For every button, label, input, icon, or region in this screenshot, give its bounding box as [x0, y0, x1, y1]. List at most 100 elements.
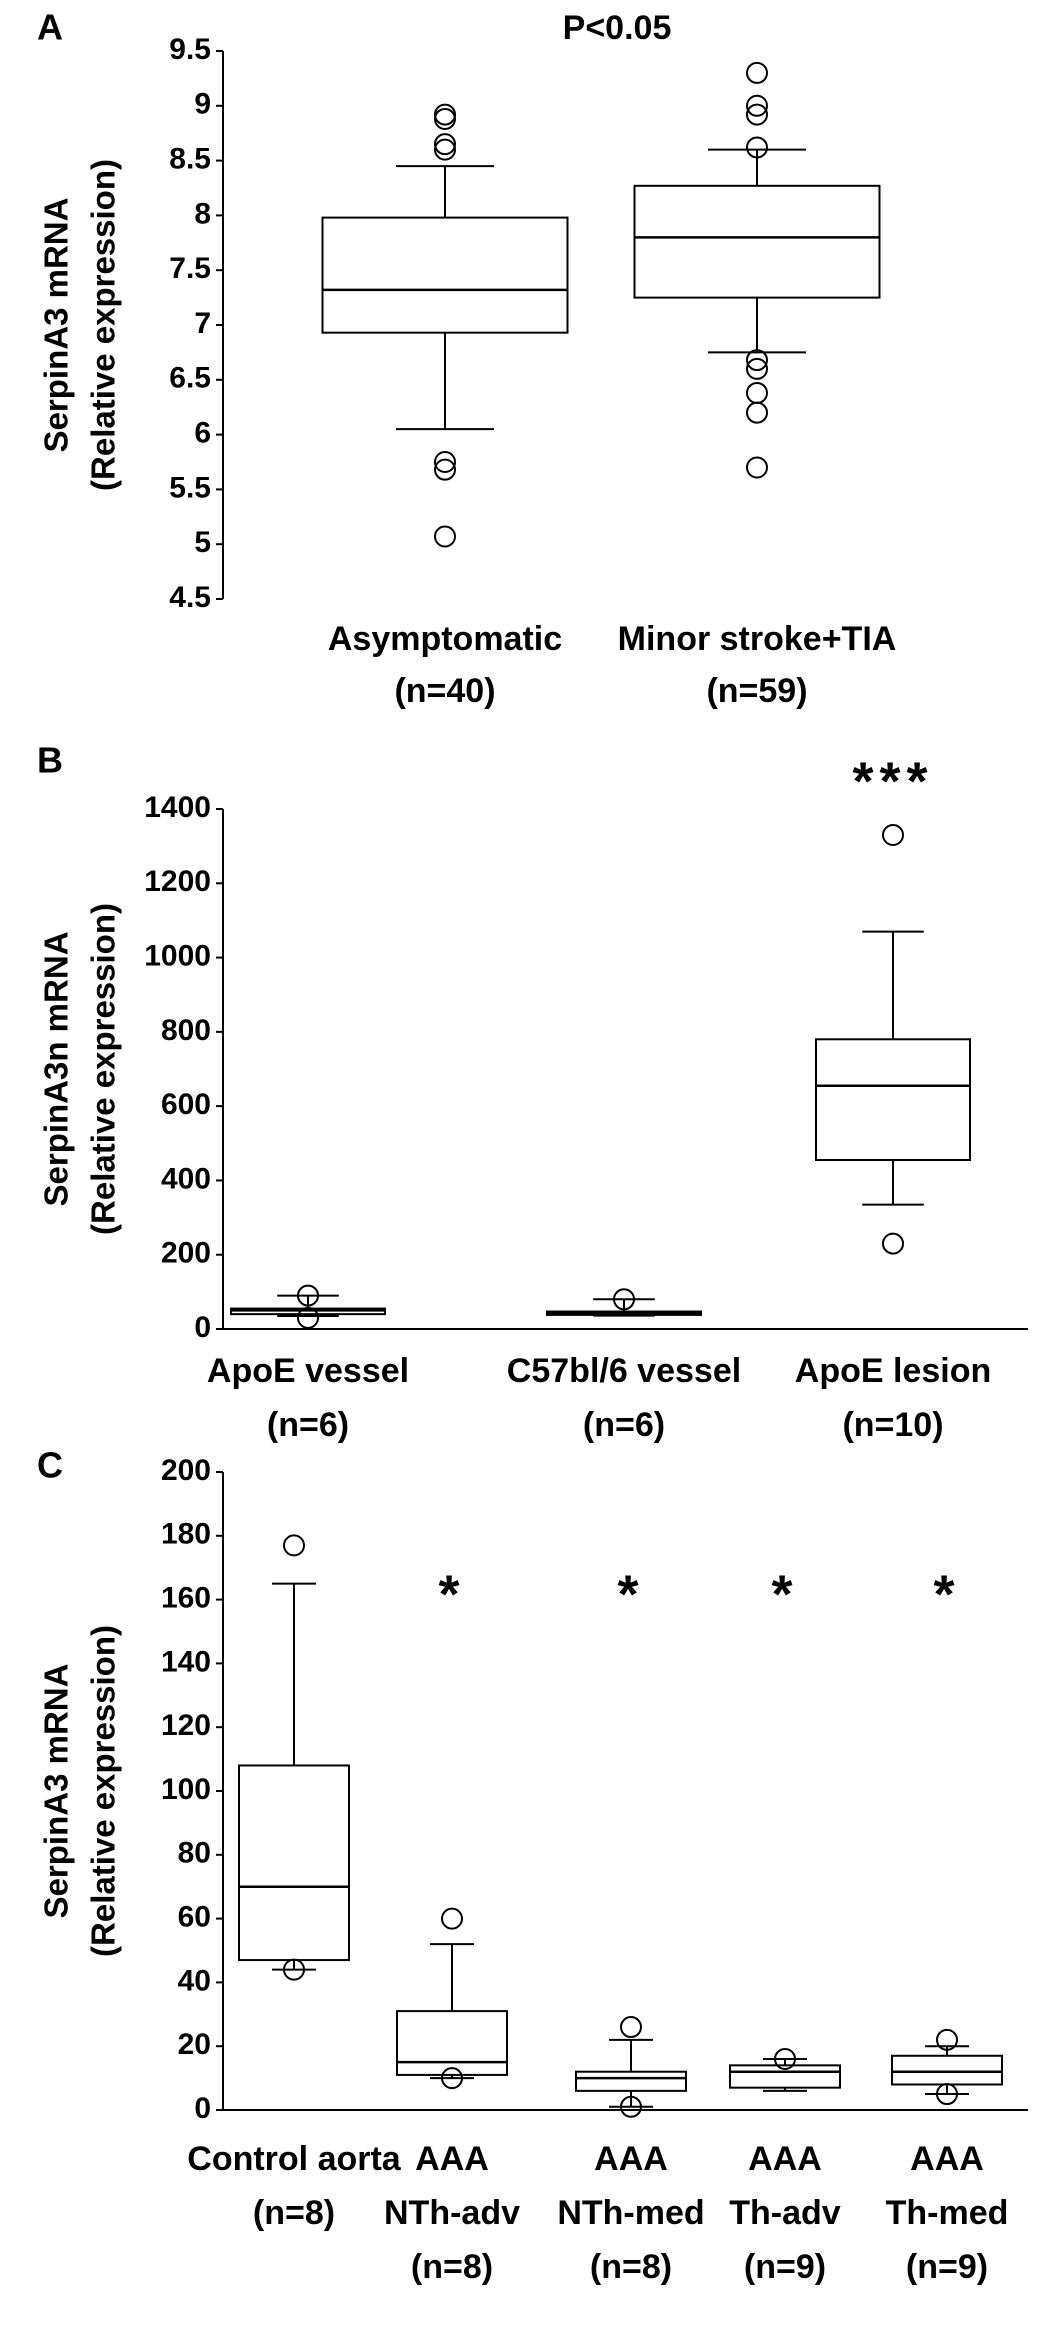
x-tick-label: (n=6): [267, 1406, 349, 1444]
outlier: [434, 458, 456, 481]
x-tick-label: (n=8): [411, 2248, 493, 2286]
box-group: [238, 1534, 350, 1981]
outlier: [297, 1306, 319, 1329]
significance-label: *: [771, 1564, 798, 1624]
x-tick-label: (n=9): [744, 2248, 826, 2286]
box: [238, 1764, 350, 1962]
y-tick-label: 1000: [144, 939, 211, 972]
y-tick-label: 0: [194, 2092, 211, 2125]
y-axis-label: (Relative expression): [85, 903, 122, 1235]
y-tick-label: 20: [178, 2028, 211, 2061]
box: [815, 1038, 971, 1162]
x-tick-label: AAA: [415, 2140, 489, 2178]
box: [396, 2010, 508, 2076]
box: [729, 2064, 841, 2089]
x-tick-label: (n=59): [706, 672, 807, 710]
y-tick-label: 5: [194, 526, 211, 559]
y-axis-label: (Relative expression): [85, 159, 122, 491]
y-tick-label: 7: [194, 307, 211, 340]
y-tick-label: 800: [161, 1014, 211, 1047]
outlier: [746, 381, 768, 404]
y-tick-label: 1400: [144, 791, 211, 824]
annotation: P<0.05: [563, 9, 672, 47]
box-group: [575, 2016, 687, 2118]
x-tick-label: ApoE vessel: [207, 1352, 409, 1390]
outlier: [283, 1958, 305, 1981]
y-tick-label: 9.5: [169, 33, 211, 66]
outlier: [746, 349, 768, 372]
y-tick-label: 140: [161, 1645, 211, 1678]
outlier: [620, 2016, 642, 2039]
y-tick-label: 60: [178, 1901, 211, 1934]
x-tick-label: AAA: [748, 2140, 822, 2178]
box-group: [891, 2028, 1003, 2106]
outlier: [297, 1284, 319, 1307]
y-axis-label: SerpinA3n mRNA: [38, 931, 75, 1206]
panel-label: C: [37, 1445, 63, 1486]
x-tick-label: AAA: [910, 2140, 984, 2178]
outlier: [746, 61, 768, 84]
x-tick-label: C57bl/6 vessel: [507, 1352, 741, 1390]
box-group: [396, 1907, 508, 2090]
outlier: [746, 103, 768, 126]
outlier: [936, 2083, 958, 2106]
outlier: [746, 94, 768, 117]
box-group: [815, 824, 971, 1255]
y-axis-label: SerpinA3 mRNA: [38, 1664, 75, 1919]
box-group: [546, 1288, 702, 1317]
x-tick-label: Th-med: [886, 2194, 1009, 2232]
box: [321, 216, 569, 334]
x-tick-label: (n=9): [906, 2248, 988, 2286]
box: [575, 2070, 687, 2092]
outlier: [882, 824, 904, 846]
outlier: [441, 1907, 463, 1930]
x-tick-label: ApoE lesion: [795, 1352, 991, 1390]
outlier: [613, 1288, 635, 1311]
outlier: [746, 401, 768, 424]
box: [891, 2054, 1003, 2086]
x-tick-label: (n=8): [253, 2194, 335, 2232]
box-group: [230, 1284, 386, 1329]
x-tick-label: Minor stroke+TIA: [618, 620, 897, 658]
y-tick-label: 40: [178, 1964, 211, 1997]
x-tick-label: (n=40): [394, 672, 495, 710]
outlier: [774, 2047, 796, 2070]
outlier: [882, 1232, 904, 1255]
y-tick-label: 5.5: [169, 471, 211, 504]
outlier: [434, 103, 456, 126]
significance-label: *: [438, 1564, 465, 1624]
box-group: [321, 103, 569, 548]
x-tick-label: Th-adv: [729, 2194, 841, 2232]
y-tick-label: 200: [161, 1237, 211, 1270]
y-tick-label: 0: [194, 1311, 211, 1344]
x-tick-label: Control aorta: [187, 2140, 402, 2178]
outlier: [434, 133, 456, 156]
y-tick-label: 4.5: [169, 581, 211, 614]
y-tick-label: 9: [194, 88, 211, 121]
outlier: [746, 456, 768, 479]
x-tick-label: Asymptomatic: [328, 620, 562, 658]
y-tick-label: 6: [194, 417, 211, 450]
y-tick-label: 200: [161, 1454, 211, 1487]
outlier: [936, 2028, 958, 2051]
y-axis-label: SerpinA3 mRNA: [38, 198, 75, 453]
panel-label: A: [37, 7, 63, 48]
x-tick-label: (n=10): [842, 1406, 943, 1444]
significance-label: *: [933, 1564, 960, 1624]
outlier: [434, 525, 456, 548]
outlier: [746, 357, 768, 380]
y-tick-label: 1200: [144, 865, 211, 898]
x-tick-label: AAA: [594, 2140, 668, 2178]
y-tick-label: 100: [161, 1773, 211, 1806]
y-tick-label: 7.5: [169, 252, 211, 285]
outlier: [283, 1534, 305, 1557]
y-tick-label: 400: [161, 1162, 211, 1195]
y-tick-label: 6.5: [169, 362, 211, 395]
outlier: [434, 138, 456, 161]
significance-label: ***: [852, 751, 933, 811]
box-group: [729, 2047, 841, 2092]
panel-label: B: [37, 740, 63, 781]
significance-label: *: [617, 1564, 644, 1624]
